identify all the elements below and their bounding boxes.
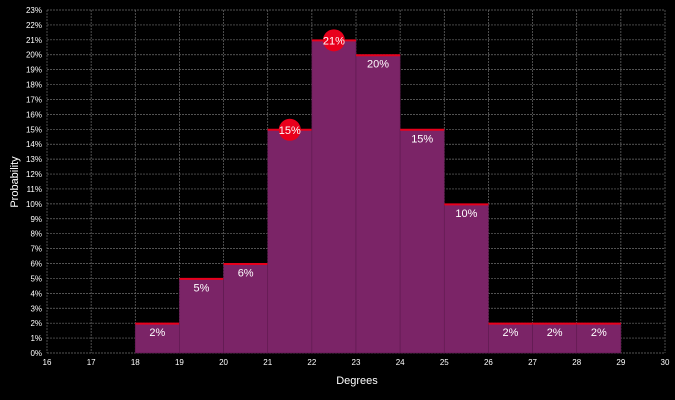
bar-labels: 2% 5% 6% 15% 21% 20% 15% 10% 2% 2% 2% xyxy=(149,29,607,339)
x-tick-label: 18 xyxy=(131,358,140,367)
histogram-bar xyxy=(311,39,357,354)
bar-value-label: 2% xyxy=(149,327,165,339)
y-tick-label: 5% xyxy=(30,274,42,283)
x-tick-label: 21 xyxy=(263,358,272,367)
y-tick-label: 22% xyxy=(26,21,42,30)
highlight-marker xyxy=(322,29,345,52)
x-tick-label: 17 xyxy=(87,358,96,367)
histogram-bar xyxy=(267,129,313,354)
y-tick-label: 8% xyxy=(30,230,42,239)
y-tick-label: 2% xyxy=(30,319,42,328)
histogram-bar xyxy=(355,54,401,354)
bar-value-label: 15% xyxy=(279,125,301,137)
x-tick-label: 19 xyxy=(175,358,184,367)
y-tick-label: 20% xyxy=(26,51,42,60)
y-axis-title: Probability xyxy=(9,156,21,208)
x-tick-label: 30 xyxy=(661,358,670,367)
y-tick-label: 6% xyxy=(30,260,42,269)
highlight-marker xyxy=(278,118,301,141)
x-tick-label: 27 xyxy=(528,358,537,367)
bar-value-label: 2% xyxy=(591,327,607,339)
x-tick-label: 26 xyxy=(484,358,493,367)
y-tick-label: 0% xyxy=(30,349,42,358)
y-tick-label: 4% xyxy=(30,289,42,298)
x-tick-label: 29 xyxy=(616,358,625,367)
histogram-bar xyxy=(576,322,622,354)
bar-value-label: 2% xyxy=(547,327,563,339)
x-axis-title: Degrees xyxy=(336,375,378,387)
y-tick-label: 15% xyxy=(26,125,42,134)
x-tick-label: 23 xyxy=(352,358,361,367)
y-tick-label: 12% xyxy=(26,170,42,179)
histogram-bar xyxy=(488,322,533,354)
x-tick-label: 20 xyxy=(219,358,228,367)
x-tick-label: 25 xyxy=(440,358,449,367)
y-axis-ticks: 0% 1% 2% 3% 4% 5% 6% 7% 8% 9% 10% 11% 12% 13% 14% 15% 16… xyxy=(26,6,42,358)
y-tick-label: 11% xyxy=(27,185,42,194)
y-tick-label: 9% xyxy=(30,215,42,224)
y-tick-label: 14% xyxy=(26,140,42,149)
y-tick-label: 23% xyxy=(26,6,42,15)
histogram-bar xyxy=(399,129,445,354)
bars xyxy=(134,39,622,354)
y-tick-label: 17% xyxy=(26,95,42,104)
x-axis-ticks: 16 17 18 19 20 21 22 23 24 25 26 27 28 29 30 xyxy=(43,358,670,367)
x-tick-label: 28 xyxy=(572,358,581,367)
bar-value-label: 6% xyxy=(238,268,254,280)
bar-value-label: 10% xyxy=(455,208,477,220)
bar-value-label: 2% xyxy=(503,327,519,339)
x-tick-label: 16 xyxy=(43,358,52,367)
x-tick-label: 24 xyxy=(396,358,405,367)
y-tick-label: 13% xyxy=(26,155,42,164)
y-tick-label: 10% xyxy=(26,200,42,209)
histogram-bar xyxy=(443,203,489,354)
y-tick-label: 7% xyxy=(30,245,42,254)
y-tick-label: 19% xyxy=(26,66,42,75)
bar-value-label: 5% xyxy=(194,282,210,294)
y-tick-label: 1% xyxy=(30,334,42,343)
histogram-bar xyxy=(179,278,224,354)
bar-value-label: 21% xyxy=(323,35,345,47)
bar-value-label: 15% xyxy=(411,133,433,145)
y-tick-label: 16% xyxy=(26,110,42,119)
y-tick-label: 21% xyxy=(26,36,42,45)
y-tick-label: 18% xyxy=(26,81,42,90)
bar-value-label: 20% xyxy=(367,59,389,71)
x-tick-label: 22 xyxy=(307,358,316,367)
y-tick-label: 3% xyxy=(30,304,42,313)
